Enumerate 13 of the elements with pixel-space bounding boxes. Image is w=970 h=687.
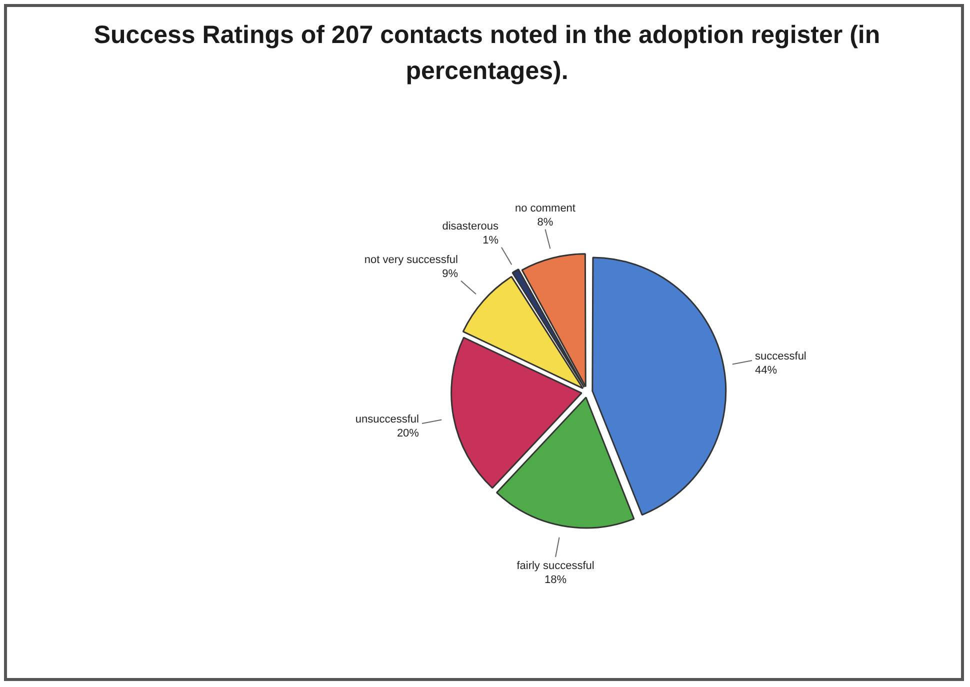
slice-label: unsuccessful [355, 413, 419, 426]
slice-label: not very successful [364, 254, 458, 266]
slice-label: fairly successful [516, 560, 594, 572]
slice-label: disasterous [442, 220, 499, 232]
data-label: 44% [755, 364, 778, 377]
slice-label: no comment [514, 202, 576, 214]
data-label: 8% [537, 216, 554, 228]
slice-label: successful [755, 350, 806, 363]
data-label: 18% [544, 574, 567, 586]
data-label: 20% [396, 427, 420, 440]
chart-title: Success Ratings of 207 contacts noted in the adoption register (in percentages). [92, 20, 882, 87]
data-label: 1% [482, 234, 499, 246]
data-label: 9% [442, 268, 458, 280]
